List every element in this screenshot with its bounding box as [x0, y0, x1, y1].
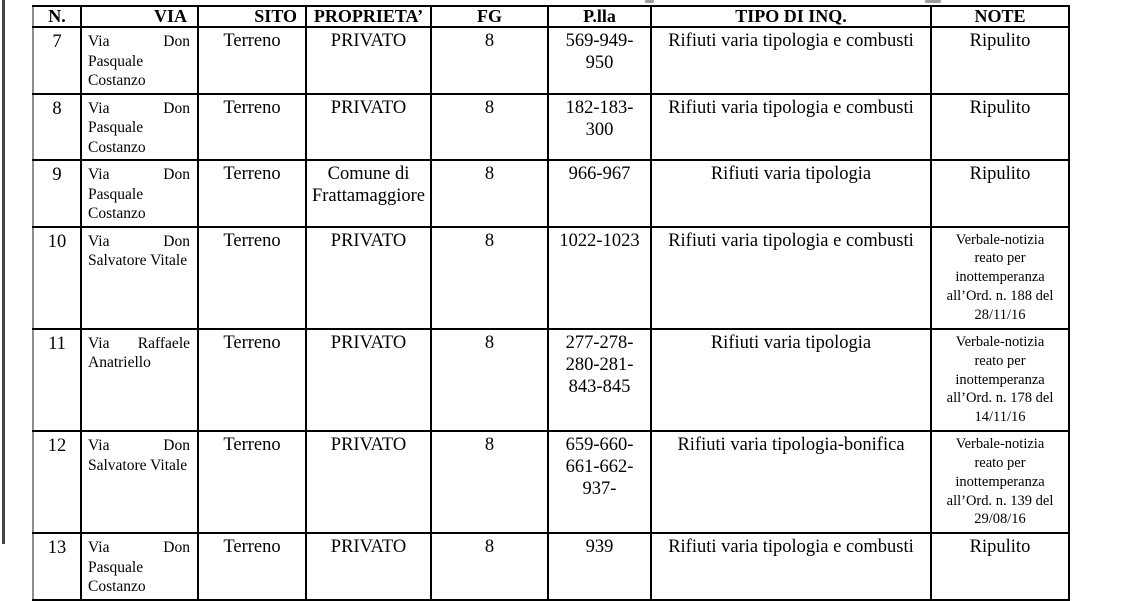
header-row: N. VIA SITO PROPRIETA’ FG P.lla TIPO DI …	[32, 5, 1070, 28]
cell-proprieta: PRIVATO	[305, 92, 432, 162]
cell-plla: 1022-1023	[547, 225, 652, 330]
cell-fg: 8	[430, 159, 549, 228]
cell-sito: Terreno	[197, 159, 307, 228]
cell-sito: Terreno	[197, 327, 307, 433]
table-row: 11 Via Raffaele Anatriello Terreno PRIVATO 8…	[32, 327, 1070, 433]
cell-fg: 8	[430, 532, 549, 601]
cell-note: Verbale-notizia reato per inottemperanza…	[930, 225, 1070, 330]
cropped-text-remnant	[925, 0, 941, 3]
table-row: 12 Via Don Salvatore Vitale Terreno PRIVATO…	[32, 430, 1070, 535]
cell-sito: Terreno	[197, 26, 307, 95]
table-row: 7 Via Don Pasquale Costanzo Terreno PRIVATO…	[32, 26, 1070, 95]
cell-plla: 966-967	[547, 159, 652, 228]
cell-via: Via Don Salvatore Vitale	[80, 225, 199, 330]
column-header-note: NOTE	[930, 5, 1070, 28]
cell-via: Via Don Pasquale Costanzo	[80, 532, 199, 601]
column-header-tipo: TIPO DI INQ.	[650, 5, 932, 28]
cell-note: Ripulito	[930, 26, 1070, 95]
cell-note: Ripulito	[930, 92, 1070, 162]
cell-sito: Terreno	[197, 532, 307, 601]
column-header-proprieta: PROPRIETA’	[305, 5, 432, 28]
cell-via: Via Raffaele Anatriello	[80, 327, 199, 433]
table-header: N. VIA SITO PROPRIETA’ FG P.lla TIPO DI …	[32, 5, 1070, 28]
cell-via: Via Don Salvatore Vitale	[80, 430, 199, 535]
cell-plla: 277-278-280-281-843-845	[547, 327, 652, 433]
cell-n: 13	[32, 532, 82, 601]
cell-plla: 939	[547, 532, 652, 601]
cell-via: Via Don Pasquale Costanzo	[80, 159, 199, 228]
cell-proprieta: PRIVATO	[305, 225, 432, 330]
cell-n: 8	[32, 92, 82, 162]
cell-plla: 182-183-300	[547, 92, 652, 162]
cell-plla: 569-949-950	[547, 26, 652, 95]
cell-proprieta: Comune di Frattamaggiore	[305, 159, 432, 228]
cropped-text-remnant	[645, 0, 654, 3]
cell-fg: 8	[430, 225, 549, 330]
column-header-n: N.	[32, 5, 82, 28]
cell-n: 11	[32, 327, 82, 433]
cell-plla: 659-660-661-662-937-	[547, 430, 652, 535]
page-edge-line	[2, 0, 5, 544]
column-header-via: VIA	[80, 5, 199, 28]
cell-proprieta: PRIVATO	[305, 26, 432, 95]
cell-tipo: Rifiuti varia tipologia e combusti	[650, 92, 932, 162]
cell-tipo: Rifiuti varia tipologia e combusti	[650, 532, 932, 601]
cell-sito: Terreno	[197, 430, 307, 535]
table-row: 9 Via Don Pasquale Costanzo Terreno Comune …	[32, 159, 1070, 228]
cell-note: Ripulito	[930, 532, 1070, 601]
cell-sito: Terreno	[197, 225, 307, 330]
cell-proprieta: PRIVATO	[305, 327, 432, 433]
cell-note: Verbale-notizia reato per inottemperanza…	[930, 430, 1070, 535]
table-row: 13 Via Don Pasquale Costanzo Terreno PRIVAT…	[32, 532, 1070, 601]
cell-n: 9	[32, 159, 82, 228]
cell-n: 12	[32, 430, 82, 535]
cell-fg: 8	[430, 430, 549, 535]
cell-proprieta: PRIVATO	[305, 430, 432, 535]
cell-fg: 8	[430, 327, 549, 433]
cell-via: Via Don Pasquale Costanzo	[80, 92, 199, 162]
cell-proprieta: PRIVATO	[305, 532, 432, 601]
column-header-sito: SITO	[197, 5, 307, 28]
table-row: 8 Via Don Pasquale Costanzo Terreno PRIVATO…	[32, 92, 1070, 162]
cell-tipo: Rifiuti varia tipologia	[650, 159, 932, 228]
cell-tipo: Rifiuti varia tipologia e combusti	[650, 225, 932, 330]
cell-tipo: Rifiuti varia tipologia	[650, 327, 932, 433]
cell-n: 7	[32, 26, 82, 95]
cell-fg: 8	[430, 26, 549, 95]
column-header-fg: FG	[430, 5, 549, 28]
cell-sito: Terreno	[197, 92, 307, 162]
column-header-plla: P.lla	[547, 5, 652, 28]
cell-note: Verbale-notizia reato per inottemperanza…	[930, 327, 1070, 433]
cell-tipo: Rifiuti varia tipologia-bonifica	[650, 430, 932, 535]
cell-via: Via Don Pasquale Costanzo	[80, 26, 199, 95]
cell-tipo: Rifiuti varia tipologia e combusti	[650, 26, 932, 95]
cell-fg: 8	[430, 92, 549, 162]
inquinamento-sites-table: N. VIA SITO PROPRIETA’ FG P.lla TIPO DI …	[32, 5, 1070, 601]
table-row: 10 Via Don Salvatore Vitale Terreno PRIVATO…	[32, 225, 1070, 330]
cell-note: Ripulito	[930, 159, 1070, 228]
cell-n: 10	[32, 225, 82, 330]
table-body: 7 Via Don Pasquale Costanzo Terreno PRIVATO…	[32, 26, 1070, 601]
